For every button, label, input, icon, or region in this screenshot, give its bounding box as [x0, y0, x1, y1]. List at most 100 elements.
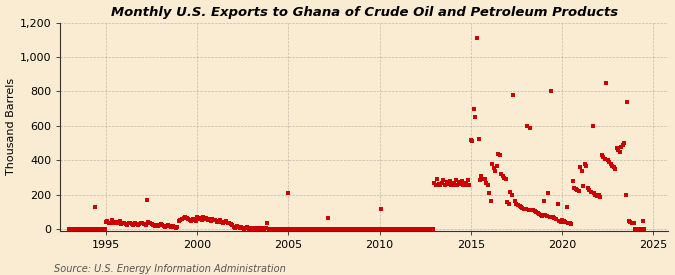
- Point: [277, 226, 288, 231]
- Point: [300, 226, 310, 231]
- Point: [575, 165, 586, 170]
- Point: [104, 221, 115, 226]
- Point: [246, 226, 257, 231]
- Point: [88, 227, 99, 232]
- Point: [211, 219, 222, 224]
- Point: [636, 226, 647, 231]
- Point: [288, 226, 298, 231]
- Point: [130, 221, 140, 226]
- Point: [120, 222, 131, 227]
- Point: [402, 226, 412, 231]
- Point: [584, 188, 595, 192]
- Point: [391, 226, 402, 231]
- Point: [499, 175, 510, 180]
- Point: [414, 226, 425, 231]
- Point: [330, 226, 341, 231]
- Point: [630, 226, 641, 231]
- Point: [505, 189, 516, 194]
- Point: [110, 221, 121, 226]
- Point: [268, 226, 279, 231]
- Point: [81, 227, 92, 232]
- Point: [639, 226, 649, 231]
- Point: [510, 199, 520, 203]
- Point: [610, 167, 621, 171]
- Point: [289, 226, 300, 231]
- Point: [612, 146, 622, 151]
- Point: [153, 224, 163, 228]
- Point: [488, 166, 499, 170]
- Point: [557, 218, 568, 222]
- Point: [204, 217, 215, 221]
- Point: [504, 201, 514, 206]
- Point: [491, 163, 502, 168]
- Point: [232, 224, 242, 228]
- Point: [99, 227, 110, 232]
- Point: [119, 220, 130, 225]
- Point: [82, 227, 93, 232]
- Point: [353, 226, 364, 231]
- Point: [331, 226, 342, 231]
- Point: [394, 226, 405, 231]
- Point: [79, 227, 90, 232]
- Point: [108, 219, 119, 224]
- Point: [75, 227, 86, 232]
- Point: [496, 172, 507, 177]
- Point: [520, 207, 531, 211]
- Point: [210, 218, 221, 222]
- Point: [585, 189, 596, 194]
- Point: [508, 93, 519, 97]
- Point: [261, 226, 271, 230]
- Point: [163, 223, 173, 227]
- Point: [187, 217, 198, 221]
- Point: [590, 193, 601, 197]
- Point: [234, 226, 245, 230]
- Point: [341, 226, 352, 231]
- Point: [405, 226, 416, 231]
- Point: [523, 207, 534, 212]
- Point: [443, 182, 454, 186]
- Point: [263, 226, 274, 231]
- Point: [529, 209, 540, 213]
- Point: [159, 224, 169, 228]
- Point: [117, 221, 128, 226]
- Point: [400, 226, 411, 231]
- Point: [396, 226, 406, 231]
- Point: [556, 219, 566, 224]
- Point: [634, 226, 645, 231]
- Point: [91, 227, 102, 232]
- Point: [348, 226, 359, 231]
- Point: [485, 199, 496, 203]
- Text: Source: U.S. Energy Information Administration: Source: U.S. Energy Information Administ…: [54, 264, 286, 274]
- Point: [360, 226, 371, 231]
- Point: [239, 226, 250, 231]
- Point: [304, 226, 315, 231]
- Point: [452, 182, 462, 187]
- Title: Monthly U.S. Exports to Ghana of Crude Oil and Petroleum Products: Monthly U.S. Exports to Ghana of Crude O…: [111, 6, 618, 18]
- Point: [490, 169, 501, 173]
- Point: [184, 218, 195, 222]
- Point: [497, 174, 508, 178]
- Point: [502, 200, 513, 204]
- Point: [385, 226, 396, 231]
- Point: [581, 163, 592, 168]
- Point: [96, 227, 107, 232]
- Point: [432, 177, 443, 182]
- Point: [338, 226, 348, 231]
- Point: [225, 222, 236, 227]
- Point: [297, 226, 308, 231]
- Point: [76, 227, 87, 232]
- Point: [295, 226, 306, 231]
- Point: [380, 226, 391, 231]
- Point: [356, 226, 367, 231]
- Point: [344, 226, 354, 231]
- Point: [526, 207, 537, 212]
- Point: [105, 220, 116, 225]
- Point: [165, 224, 176, 228]
- Point: [453, 180, 464, 184]
- Point: [209, 218, 219, 222]
- Point: [269, 226, 280, 231]
- Point: [161, 224, 172, 228]
- Point: [280, 226, 291, 231]
- Point: [438, 178, 449, 183]
- Point: [601, 81, 612, 85]
